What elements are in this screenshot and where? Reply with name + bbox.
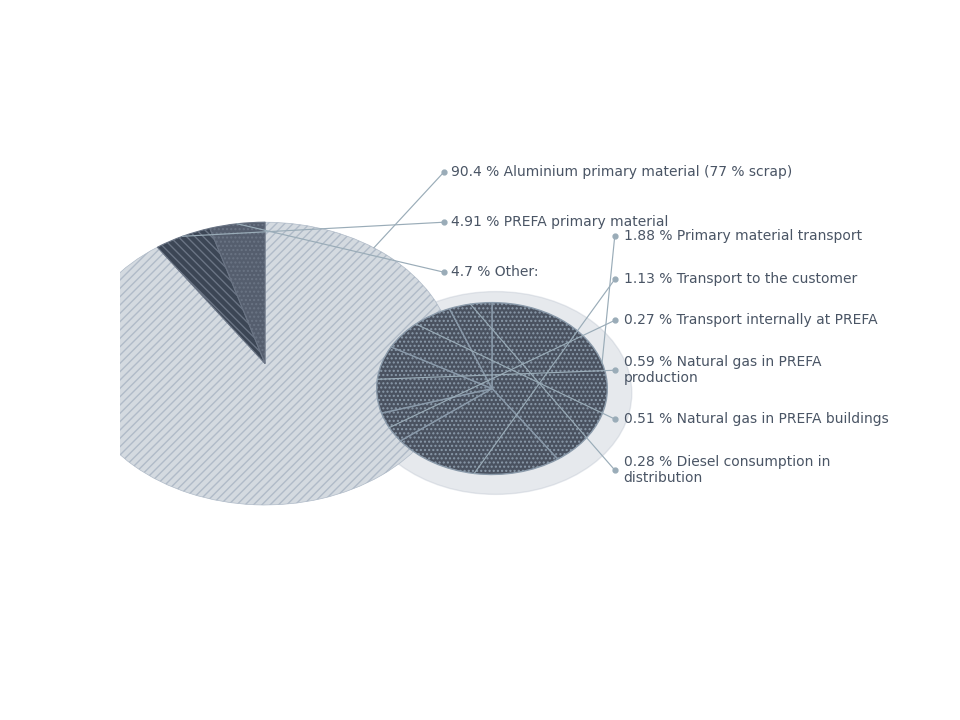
Text: 0.28 % Diesel consumption in
distribution: 0.28 % Diesel consumption in distributio… [624, 455, 830, 485]
Wedge shape [210, 222, 265, 364]
Wedge shape [400, 389, 558, 474]
Text: 4.91 % PREFA primary material: 4.91 % PREFA primary material [451, 215, 668, 229]
Text: 0.59 % Natural gas in PREFA
production: 0.59 % Natural gas in PREFA production [624, 355, 821, 385]
Wedge shape [449, 302, 492, 389]
Circle shape [360, 292, 632, 495]
Text: 1.88 % Primary material transport: 1.88 % Primary material transport [624, 229, 862, 243]
Wedge shape [492, 302, 608, 459]
Wedge shape [376, 347, 492, 413]
Polygon shape [210, 222, 397, 411]
Wedge shape [157, 228, 265, 364]
Text: 90.4 % Aluminium primary material (77 % scrap): 90.4 % Aluminium primary material (77 % … [451, 166, 792, 179]
Text: 0.51 % Natural gas in PREFA buildings: 0.51 % Natural gas in PREFA buildings [624, 412, 888, 426]
Text: 0.27 % Transport internally at PREFA: 0.27 % Transport internally at PREFA [624, 313, 877, 328]
Wedge shape [391, 309, 492, 389]
Wedge shape [381, 389, 492, 441]
Wedge shape [76, 222, 455, 505]
Text: 4.7 % Other:: 4.7 % Other: [451, 265, 539, 279]
Text: 1.13 % Transport to the customer: 1.13 % Transport to the customer [624, 272, 857, 287]
